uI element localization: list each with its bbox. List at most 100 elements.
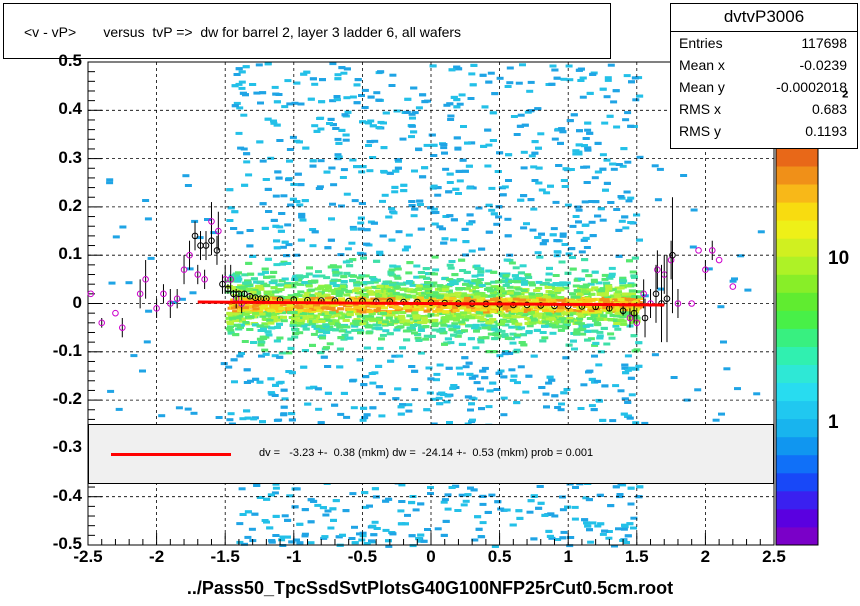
palette-cell [776, 184, 818, 203]
palette-cell [776, 436, 818, 456]
x-tick-label: 2 [700, 547, 711, 566]
black-point [630, 309, 638, 317]
black-point [619, 307, 627, 315]
palette-cell [776, 364, 818, 383]
fit-legend-line [111, 453, 231, 456]
x-tick-label: 0 [426, 547, 436, 566]
magenta-point [201, 276, 208, 283]
black-point [241, 290, 248, 298]
palette-cell [776, 220, 818, 239]
stats-name: dvtvP3006 [671, 4, 857, 32]
x-tick-label: -0.5 [347, 547, 378, 566]
black-point [208, 237, 215, 245]
magenta-point [160, 290, 167, 298]
magenta-point [136, 290, 144, 298]
fit-legend-text: dv = -3.23 +- 0.38 (mkm) dw = -24.14 +- … [259, 447, 594, 459]
magenta-point [208, 218, 215, 225]
palette-cell [776, 238, 818, 257]
black-point [224, 285, 232, 293]
magenta-point [674, 300, 682, 307]
palette-cell [776, 310, 818, 329]
x-tick-label: -1 [286, 547, 302, 566]
magenta-point [186, 251, 193, 259]
y-tick-label: 0.5 [58, 51, 82, 70]
black-point [669, 251, 676, 259]
stats-row-mean-x: Mean x -0.0239 [671, 54, 857, 76]
magenta-point [194, 271, 202, 278]
magenta-point [715, 256, 723, 264]
stats-key: Mean y [679, 79, 725, 95]
magenta-point [702, 266, 709, 273]
title-box: <v - vP> versus tvP => dw for barrel 2, … [3, 3, 611, 59]
magenta-point [708, 247, 716, 254]
stats-row-mean-y: Mean y -0.0002018 [671, 76, 857, 98]
magenta-point [640, 290, 647, 298]
black-point [663, 295, 671, 302]
x-tick-label: 1.5 [624, 547, 649, 566]
magenta-point [112, 309, 119, 317]
stats-value: 0.1193 [805, 123, 847, 139]
palette-cell [776, 292, 818, 311]
y-tick-label: 0.3 [58, 147, 82, 167]
black-point [202, 242, 210, 249]
black-point [213, 247, 221, 254]
magenta-point [153, 305, 160, 312]
palette-cell [776, 418, 818, 438]
magenta-point [180, 266, 188, 273]
y-tick-label: -0.5 [52, 534, 82, 553]
stats-value: 117698 [801, 35, 847, 51]
palette-cell [776, 346, 818, 365]
palette-cell [776, 472, 818, 492]
stats-value: 0.683 [811, 101, 847, 117]
palette-cell [776, 490, 818, 510]
z-top-label: ² [842, 88, 849, 109]
magenta-point [98, 319, 106, 327]
x-tick-label: 1 [563, 547, 573, 566]
stats-value: -0.0002018 [776, 79, 847, 95]
stats-row-rms-x: RMS x 0.683 [671, 98, 857, 120]
heatmap-cells [106, 62, 765, 548]
x-tick-label: -2.5 [73, 547, 103, 566]
stats-row-entries: Entries 117698 [671, 32, 857, 54]
color-palette [775, 147, 819, 546]
y-tick-label: 0.2 [58, 195, 82, 215]
magenta-point [142, 276, 149, 283]
footer-filename: ../Pass50_TpcSsdSvtPlotsG40G100NFP25rCut… [186, 578, 674, 598]
x-tick-label: 0.5 [487, 547, 512, 566]
fit-line [197, 300, 665, 307]
magenta-point [173, 295, 181, 302]
y-tick-label: -0.1 [52, 340, 82, 360]
stats-key: RMS y [679, 123, 721, 139]
magenta-point [227, 276, 234, 283]
stats-key: Entries [679, 35, 723, 51]
z-tick-label: 1 [828, 412, 839, 433]
magenta-point [729, 283, 737, 290]
x-tick-label: -2 [149, 547, 165, 566]
z-tick-label: 10 [828, 248, 850, 269]
palette-cell [776, 328, 818, 347]
stats-value: -0.0239 [799, 57, 847, 73]
palette-cell [776, 454, 818, 474]
magenta-point [215, 227, 222, 235]
magenta-point [87, 290, 95, 298]
palette-cell [776, 148, 818, 167]
palette-cell [776, 256, 818, 275]
magenta-point [654, 266, 661, 273]
palette-cell [776, 202, 818, 221]
magenta-point [695, 247, 702, 254]
stats-key: RMS x [679, 101, 721, 117]
magenta-point [167, 300, 174, 307]
y-tick-label: -0.3 [52, 437, 82, 457]
fit-legend: dv = -3.23 +- 0.38 (mkm) dw = -24.14 +- … [88, 424, 774, 484]
palette-cell [776, 527, 818, 546]
y-tick-label: 0.1 [58, 244, 82, 264]
magenta-point [626, 314, 634, 322]
stats-box: dvtvP3006 Entries 117698 Mean x -0.0239 … [670, 3, 858, 149]
y-tick-label: -0.2 [52, 389, 82, 409]
chart-title: <v - vP> versus tvP => dw for barrel 2, … [24, 24, 462, 40]
palette-cell [776, 508, 818, 528]
magenta-point [688, 300, 695, 307]
palette-cell [776, 400, 818, 420]
stats-key: Mean x [679, 57, 725, 73]
